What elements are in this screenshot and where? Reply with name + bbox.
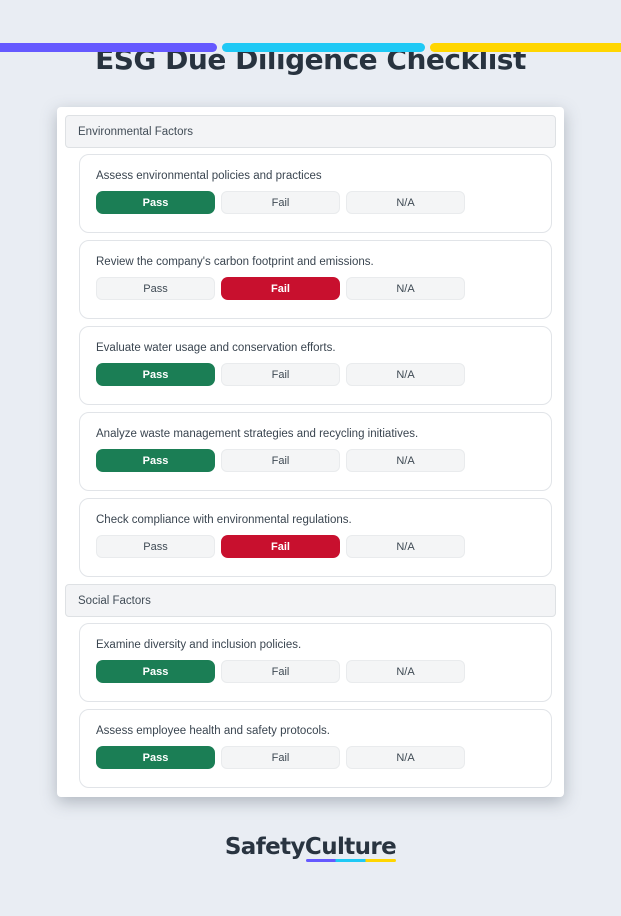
- brand-color-bar: [0, 43, 621, 52]
- question-text: Examine diversity and inclusion policies…: [96, 639, 302, 651]
- safetyculture-logo: SafetyCulture: [224, 834, 397, 862]
- na-button[interactable]: N/A: [346, 660, 465, 683]
- checklist-item: Assess environmental policies and practi…: [79, 154, 552, 233]
- question-text: Assess employee health and safety protoc…: [96, 725, 330, 737]
- question-text: Check compliance with environmental regu…: [96, 514, 352, 526]
- question-text: Review the company's carbon footprint an…: [96, 256, 374, 268]
- fail-button[interactable]: Fail: [221, 363, 340, 386]
- pass-button[interactable]: Pass: [96, 535, 215, 558]
- na-button[interactable]: N/A: [346, 191, 465, 214]
- na-button[interactable]: N/A: [346, 449, 465, 472]
- response-options: Pass Fail N/A: [96, 746, 539, 769]
- fail-button[interactable]: Fail: [221, 746, 340, 769]
- pass-button[interactable]: Pass: [96, 363, 215, 386]
- section-header-environmental: Environmental Factors: [65, 115, 556, 148]
- logo-safety-text: Safety: [224, 834, 306, 860]
- na-button[interactable]: N/A: [346, 746, 465, 769]
- na-button[interactable]: N/A: [346, 277, 465, 300]
- checklist-item: Check compliance with environmental regu…: [79, 498, 552, 577]
- pass-button[interactable]: Pass: [96, 660, 215, 683]
- section-label: Environmental Factors: [78, 125, 194, 138]
- purple-bar-segment: [0, 43, 217, 52]
- checklist-item: Analyze waste management strategies and …: [79, 412, 552, 491]
- checklist-item: Assess employee health and safety protoc…: [79, 709, 552, 788]
- fail-button[interactable]: Fail: [221, 449, 340, 472]
- na-button[interactable]: N/A: [346, 535, 465, 558]
- response-options: Pass Fail N/A: [96, 363, 539, 386]
- fail-button[interactable]: Fail: [221, 535, 340, 558]
- fail-button[interactable]: Fail: [221, 191, 340, 214]
- question-text: Evaluate water usage and conservation ef…: [96, 342, 336, 354]
- cyan-bar-segment: [222, 43, 425, 52]
- section-header-social: Social Factors: [65, 584, 556, 617]
- response-options: Pass Fail N/A: [96, 449, 539, 472]
- yellow-bar-segment: [430, 43, 621, 52]
- response-options: Pass Fail N/A: [96, 535, 539, 558]
- section-label: Social Factors: [78, 594, 151, 607]
- question-text: Assess environmental policies and practi…: [96, 170, 322, 182]
- logo-culture-text: Culture: [304, 834, 397, 862]
- checklist-item: Review the company's carbon footprint an…: [79, 240, 552, 319]
- response-options: Pass Fail N/A: [96, 660, 539, 683]
- checklist-card: Environmental Factors Assess environment…: [57, 107, 564, 797]
- pass-button[interactable]: Pass: [96, 277, 215, 300]
- fail-button[interactable]: Fail: [221, 660, 340, 683]
- fail-button[interactable]: Fail: [221, 277, 340, 300]
- response-options: Pass Fail N/A: [96, 191, 539, 214]
- question-text: Analyze waste management strategies and …: [96, 428, 419, 440]
- footer: SafetyCulture: [0, 834, 621, 862]
- response-options: Pass Fail N/A: [96, 277, 539, 300]
- checklist-item: Evaluate water usage and conservation ef…: [79, 326, 552, 405]
- pass-button[interactable]: Pass: [96, 746, 215, 769]
- pass-button[interactable]: Pass: [96, 191, 215, 214]
- checklist-item: Examine diversity and inclusion policies…: [79, 623, 552, 702]
- pass-button[interactable]: Pass: [96, 449, 215, 472]
- na-button[interactable]: N/A: [346, 363, 465, 386]
